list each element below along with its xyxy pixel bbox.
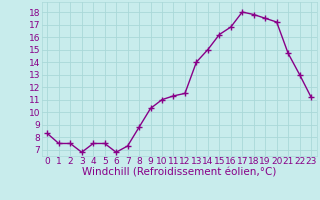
X-axis label: Windchill (Refroidissement éolien,°C): Windchill (Refroidissement éolien,°C) [82, 168, 276, 178]
